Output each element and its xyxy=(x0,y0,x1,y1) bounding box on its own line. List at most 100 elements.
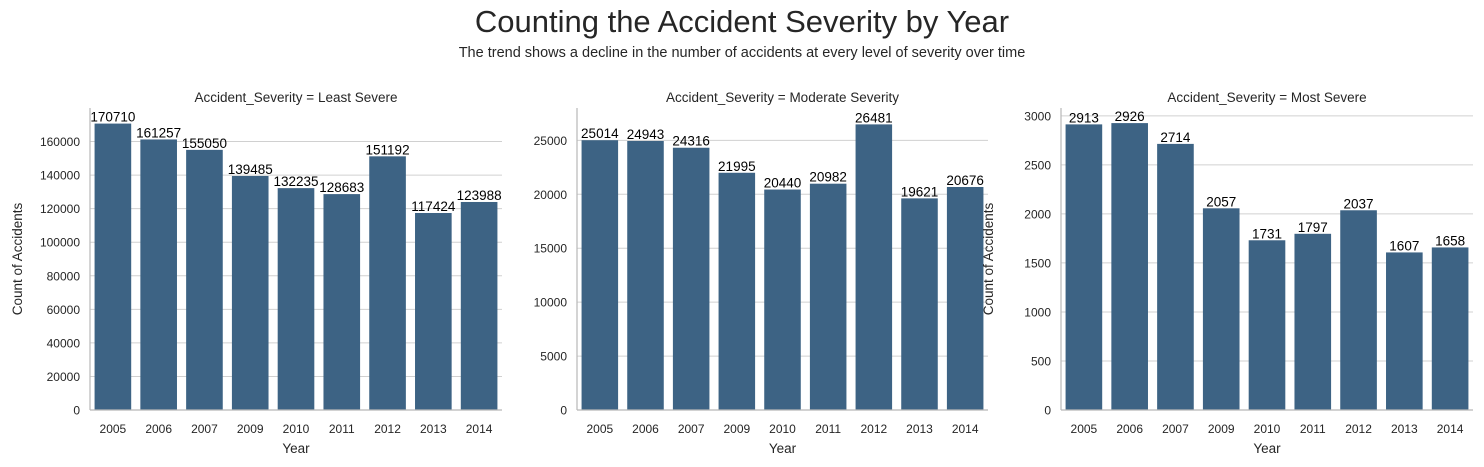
x-tick-label: 2014 xyxy=(952,422,979,436)
bar-value-label: 24943 xyxy=(627,127,665,142)
bar-2007 xyxy=(672,147,710,411)
x-tick-label: 2010 xyxy=(769,422,796,436)
x-tick-label: 2009 xyxy=(1208,422,1235,436)
bar-value-label: 20982 xyxy=(809,170,847,185)
y-axis-label: Count of Accidents xyxy=(981,202,996,315)
bar-2007 xyxy=(186,149,223,411)
bar-value-label: 2926 xyxy=(1115,109,1145,124)
panel-title: Accident_Severity = Least Severe xyxy=(195,90,398,105)
x-tick-label: 2005 xyxy=(586,422,613,436)
x-tick-label: 2013 xyxy=(906,422,933,436)
bar-value-label: 1607 xyxy=(1389,238,1419,253)
bar-2005 xyxy=(1065,124,1103,411)
bar-2013 xyxy=(415,212,452,410)
bar-value-label: 2714 xyxy=(1160,130,1191,145)
panel-title: Accident_Severity = Moderate Severity xyxy=(666,90,899,105)
x-tick-label: 2009 xyxy=(723,422,750,436)
bar-value-label: 161257 xyxy=(136,125,181,140)
y-tick-label: 1000 xyxy=(1024,305,1051,319)
bar-2011 xyxy=(1294,233,1332,410)
bar-2010 xyxy=(1248,240,1286,410)
bar-value-label: 21995 xyxy=(718,159,756,174)
bar-value-label: 117424 xyxy=(411,199,456,214)
x-tick-label: 2013 xyxy=(1391,422,1418,436)
x-tick-label: 2011 xyxy=(329,422,355,436)
x-tick-label: 2007 xyxy=(1162,422,1189,436)
bar-value-label: 2057 xyxy=(1206,194,1236,209)
y-tick-label: 40000 xyxy=(47,336,81,350)
y-tick-label: 20000 xyxy=(47,370,81,384)
bar-2005 xyxy=(581,140,619,410)
bar-2014 xyxy=(1431,247,1469,410)
x-axis-label: Year xyxy=(282,441,310,456)
bar-value-label: 151192 xyxy=(366,142,410,157)
y-tick-label: 3000 xyxy=(1024,109,1051,123)
bar-2012 xyxy=(369,156,406,410)
y-tick-label: 2000 xyxy=(1024,207,1051,221)
bar-2012 xyxy=(1340,210,1377,410)
bar-2010 xyxy=(277,188,315,410)
bar-value-label: 1797 xyxy=(1298,220,1328,235)
y-tick-label: 100000 xyxy=(40,236,80,250)
bar-value-label: 170710 xyxy=(90,110,135,125)
bar-value-label: 20440 xyxy=(764,176,802,191)
panel-title: Accident_Severity = Most Severe xyxy=(1167,90,1366,105)
bar-value-label: 26481 xyxy=(855,110,893,125)
bar-value-label: 19621 xyxy=(901,184,939,199)
y-tick-label: 500 xyxy=(1031,354,1051,368)
bar-2009 xyxy=(718,172,756,410)
bar-value-label: 139485 xyxy=(228,162,273,177)
bar-value-label: 1731 xyxy=(1252,226,1282,241)
x-tick-label: 2011 xyxy=(815,422,841,436)
bar-2006 xyxy=(1111,123,1148,410)
x-tick-label: 2011 xyxy=(1300,422,1326,436)
y-tick-label: 0 xyxy=(1044,404,1051,418)
y-tick-label: 1500 xyxy=(1024,256,1051,270)
x-tick-label: 2007 xyxy=(191,422,218,436)
bar-2006 xyxy=(140,139,177,410)
x-tick-label: 2005 xyxy=(1071,422,1098,436)
bar-2011 xyxy=(323,194,361,410)
y-tick-label: 25000 xyxy=(534,134,568,148)
bar-value-label: 2037 xyxy=(1344,196,1374,211)
bar-2009 xyxy=(1202,208,1240,410)
bar-value-label: 132235 xyxy=(273,174,318,189)
bar-2009 xyxy=(231,175,269,410)
bar-2013 xyxy=(1386,252,1423,410)
y-tick-label: 120000 xyxy=(40,202,80,216)
x-tick-label: 2006 xyxy=(632,422,659,436)
x-tick-label: 2005 xyxy=(100,422,127,436)
bar-value-label: 123988 xyxy=(457,188,502,203)
x-tick-label: 2013 xyxy=(420,422,447,436)
bar-value-label: 155050 xyxy=(182,136,227,151)
bar-2014 xyxy=(946,186,984,410)
x-axis-label: Year xyxy=(1253,441,1281,456)
x-tick-label: 2012 xyxy=(374,422,401,436)
bar-value-label: 2913 xyxy=(1069,110,1099,125)
x-tick-label: 2010 xyxy=(283,422,310,436)
bar-2006 xyxy=(627,140,664,410)
y-axis-label: Count of Accidents xyxy=(10,202,25,315)
bar-2012 xyxy=(855,124,893,411)
y-tick-label: 80000 xyxy=(47,269,81,283)
y-tick-label: 0 xyxy=(560,404,567,418)
bar-value-label: 128683 xyxy=(319,180,364,195)
y-tick-label: 140000 xyxy=(40,169,80,183)
y-tick-label: 20000 xyxy=(534,188,568,202)
bar-2013 xyxy=(901,198,938,410)
x-tick-label: 2009 xyxy=(237,422,264,436)
x-tick-label: 2010 xyxy=(1254,422,1281,436)
x-tick-label: 2012 xyxy=(860,422,887,436)
y-tick-label: 60000 xyxy=(47,303,81,317)
x-axis-label: Year xyxy=(769,441,797,456)
x-tick-label: 2006 xyxy=(145,422,172,436)
page-title: Counting the Accident Severity by Year xyxy=(474,4,1010,39)
bar-value-label: 20676 xyxy=(946,173,984,188)
x-tick-label: 2006 xyxy=(1116,422,1143,436)
bar-value-label: 24316 xyxy=(672,134,710,149)
bar-2010 xyxy=(764,189,801,410)
x-tick-label: 2007 xyxy=(678,422,705,436)
y-tick-label: 0 xyxy=(73,404,80,418)
y-tick-label: 10000 xyxy=(534,296,568,310)
